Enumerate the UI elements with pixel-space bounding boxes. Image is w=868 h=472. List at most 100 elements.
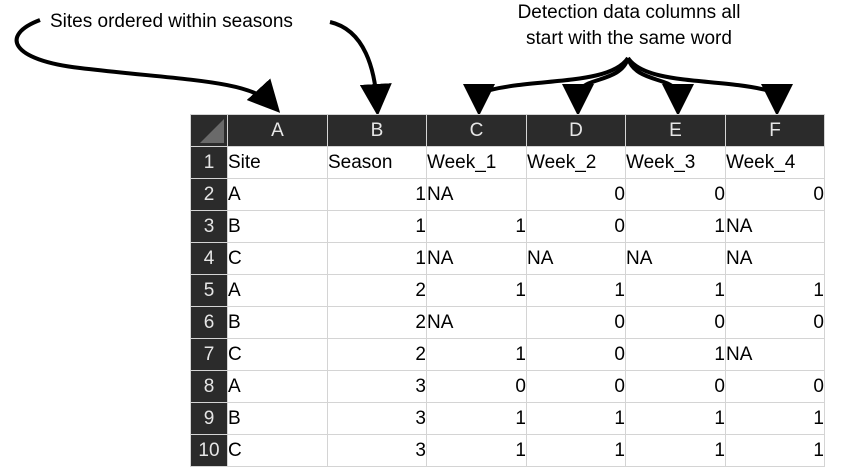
cell[interactable]: C xyxy=(227,338,328,371)
row-header[interactable]: 6 xyxy=(190,306,228,339)
cell[interactable]: 1 xyxy=(426,210,527,243)
cell[interactable]: NA xyxy=(426,242,527,275)
annotation-detection-line1: Detection data columns all xyxy=(517,2,741,23)
cell[interactable]: 1 xyxy=(327,178,427,211)
spreadsheet: A B C D E F 1 Site Season Week_1 Week_2 Week_… xyxy=(190,114,826,467)
cell[interactable]: 0 xyxy=(426,370,527,403)
row-header[interactable]: 7 xyxy=(190,338,228,371)
row-header[interactable]: 5 xyxy=(190,274,228,307)
cell[interactable]: 1 xyxy=(526,402,626,435)
cell[interactable]: 1 xyxy=(426,434,527,467)
cell[interactable]: 0 xyxy=(526,210,626,243)
cell[interactable]: 1 xyxy=(725,402,825,435)
cell[interactable]: Week_2 xyxy=(526,146,626,179)
cell[interactable]: B xyxy=(227,402,328,435)
cell[interactable]: 0 xyxy=(526,338,626,371)
cell[interactable]: NA xyxy=(725,210,825,243)
column-header-c[interactable]: C xyxy=(426,114,527,147)
cell[interactable]: 2 xyxy=(327,274,427,307)
row-header[interactable]: 10 xyxy=(190,434,228,467)
row-header[interactable]: 4 xyxy=(190,242,228,275)
arrow-to-column-f xyxy=(626,56,793,116)
annotation-sites-ordered: Sites ordered within seasons xyxy=(50,11,293,32)
cell[interactable]: 1 xyxy=(426,338,527,371)
cell[interactable]: 0 xyxy=(625,306,726,339)
row-header[interactable]: 9 xyxy=(190,402,228,435)
table-row: 2 A 1 NA 0 0 0 xyxy=(190,178,825,211)
cell[interactable]: 0 xyxy=(725,178,825,211)
row-header[interactable]: 8 xyxy=(190,370,228,403)
row-header[interactable]: 2 xyxy=(190,178,228,211)
table-row: 1 Site Season Week_1 Week_2 Week_3 Week_4 xyxy=(190,146,825,179)
cell[interactable]: C xyxy=(227,242,328,275)
cell[interactable]: 1 xyxy=(725,434,825,467)
cell[interactable]: 1 xyxy=(625,274,726,307)
column-header-d[interactable]: D xyxy=(526,114,626,147)
cell[interactable]: Season xyxy=(327,146,427,179)
cell[interactable]: 1 xyxy=(327,242,427,275)
cell[interactable]: NA xyxy=(426,178,527,211)
table-row: 3 B 1 1 0 1 NA xyxy=(190,210,825,243)
cell[interactable]: 1 xyxy=(327,210,427,243)
cell[interactable]: 3 xyxy=(327,370,427,403)
arrow-to-column-e xyxy=(626,57,694,116)
cell[interactable]: B xyxy=(227,306,328,339)
cell[interactable]: 2 xyxy=(327,306,427,339)
cell[interactable]: 1 xyxy=(625,402,726,435)
cell[interactable]: 1 xyxy=(526,434,626,467)
cell[interactable]: A xyxy=(227,274,328,307)
table-row: 4 C 1 NA NA NA NA xyxy=(190,242,825,275)
cell[interactable]: 1 xyxy=(725,274,825,307)
cell[interactable]: 1 xyxy=(526,274,626,307)
select-all-corner[interactable] xyxy=(190,114,228,147)
column-header-f[interactable]: F xyxy=(725,114,825,147)
column-header-e[interactable]: E xyxy=(625,114,726,147)
table-row: 10 C 3 1 1 1 1 xyxy=(190,434,825,467)
column-header-b[interactable]: B xyxy=(327,114,427,147)
cell[interactable]: NA xyxy=(526,242,626,275)
cell[interactable]: A xyxy=(227,370,328,403)
cell[interactable]: NA xyxy=(725,242,825,275)
cell[interactable]: 1 xyxy=(426,274,527,307)
table-row: 6 B 2 NA 0 0 0 xyxy=(190,306,825,339)
table-row: 7 C 2 1 0 1 NA xyxy=(190,338,825,371)
cell[interactable]: C xyxy=(227,434,328,467)
arrow-to-column-a xyxy=(14,18,281,113)
cell[interactable]: Site xyxy=(227,146,328,179)
cell[interactable]: NA xyxy=(426,306,527,339)
column-header-a[interactable]: A xyxy=(227,114,328,147)
cell[interactable]: A xyxy=(227,178,328,211)
cell[interactable]: Week_4 xyxy=(725,146,825,179)
cell[interactable]: 1 xyxy=(625,210,726,243)
arrow-to-column-b xyxy=(329,20,392,116)
cell[interactable]: 2 xyxy=(327,338,427,371)
cell[interactable]: Week_3 xyxy=(625,146,726,179)
row-header[interactable]: 1 xyxy=(190,146,228,179)
cell[interactable]: 0 xyxy=(526,178,626,211)
arrow-to-column-d xyxy=(562,57,630,116)
cell[interactable]: 1 xyxy=(625,434,726,467)
cell[interactable]: 1 xyxy=(426,402,527,435)
cell[interactable]: 1 xyxy=(625,338,726,371)
arrow-to-column-c xyxy=(463,56,630,116)
annotation-detection-line2: start with the same word xyxy=(526,28,732,49)
row-header[interactable]: 3 xyxy=(190,210,228,243)
cell[interactable]: 0 xyxy=(526,370,626,403)
cell[interactable]: 3 xyxy=(327,402,427,435)
cell[interactable]: 0 xyxy=(625,370,726,403)
cell[interactable]: 3 xyxy=(327,434,427,467)
cell[interactable]: 0 xyxy=(526,306,626,339)
spreadsheet-grid: A B C D E F 1 Site Season Week_1 Week_2 Week_… xyxy=(190,114,825,467)
cell[interactable]: B xyxy=(227,210,328,243)
cell[interactable]: 0 xyxy=(725,370,825,403)
cell[interactable]: NA xyxy=(625,242,726,275)
cell[interactable]: 0 xyxy=(725,306,825,339)
cell[interactable]: NA xyxy=(725,338,825,371)
cell[interactable]: Week_1 xyxy=(426,146,527,179)
cell[interactable]: 0 xyxy=(625,178,726,211)
column-header-row: A B C D E F xyxy=(190,114,825,147)
